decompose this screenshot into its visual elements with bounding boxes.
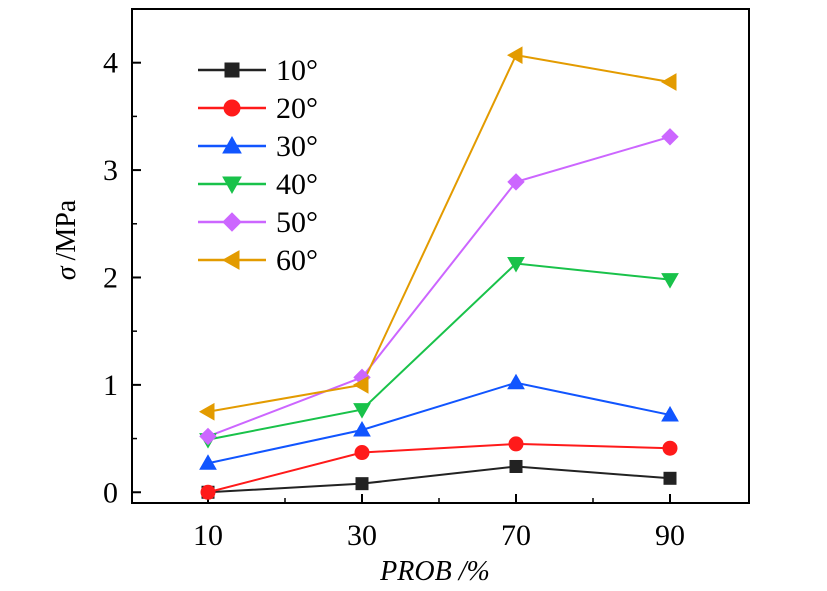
data-point <box>663 471 677 485</box>
data-point <box>661 128 679 146</box>
data-point <box>199 454 217 470</box>
x-tick-label: 90 <box>655 519 685 552</box>
y-tick-label: 0 <box>103 476 118 509</box>
legend-label: 60° <box>276 244 318 277</box>
legend-marker <box>222 135 242 154</box>
tick-labels: 0 1 2 3 4 10 30 70 90 <box>103 47 685 552</box>
y-axis-unit: /MPa <box>51 199 82 260</box>
x-tick-label: 10 <box>193 519 223 552</box>
data-point <box>353 403 371 419</box>
data-point <box>507 257 525 273</box>
data-point <box>507 173 525 191</box>
data-point <box>354 445 370 461</box>
data-point <box>661 273 679 289</box>
x-tick-label: 30 <box>347 519 377 552</box>
x-axis-title: PROB /% <box>379 556 490 587</box>
data-point <box>661 405 679 422</box>
plot-frame <box>131 8 750 504</box>
legend-marker <box>221 250 240 270</box>
data-point <box>660 73 677 91</box>
data-point <box>200 484 216 500</box>
legend-label: 40° <box>276 168 318 201</box>
x-tick-label: 70 <box>501 519 531 552</box>
data-point <box>198 402 215 421</box>
y-axis-symbol: σ <box>51 265 82 280</box>
legend-label: 50° <box>276 206 318 239</box>
legend-marker <box>223 99 241 117</box>
y-tick-label: 1 <box>103 369 118 402</box>
series-line <box>207 465 671 494</box>
legend: 10° 20° 30° 40° 50° 60° <box>198 54 318 277</box>
data-point <box>353 420 371 437</box>
plot-area <box>131 8 750 504</box>
legend-marker <box>222 176 242 195</box>
data-point <box>355 477 369 491</box>
series-line <box>207 135 671 438</box>
y-tick-label: 4 <box>103 47 118 80</box>
data-point <box>509 459 523 473</box>
axis-ticks <box>132 61 671 503</box>
series-line <box>207 262 671 441</box>
y-tick-label: 3 <box>103 154 118 187</box>
legend-marker <box>222 212 242 232</box>
data-point <box>508 436 524 452</box>
legend-label: 30° <box>276 130 318 163</box>
data-point <box>352 376 369 394</box>
legend-label: 10° <box>276 54 318 87</box>
data-point <box>506 46 523 65</box>
series-lines <box>207 54 671 494</box>
series-line <box>207 381 671 465</box>
data-point <box>662 440 678 456</box>
series-line <box>207 442 671 494</box>
y-tick-label: 2 <box>103 261 118 294</box>
series-line <box>207 54 671 413</box>
series-markers <box>198 46 679 500</box>
y-axis-title: σ/MPa <box>51 199 82 280</box>
data-point <box>507 373 525 390</box>
legend-marker <box>224 62 240 78</box>
legend-label: 20° <box>276 92 318 125</box>
data-point <box>199 427 217 446</box>
